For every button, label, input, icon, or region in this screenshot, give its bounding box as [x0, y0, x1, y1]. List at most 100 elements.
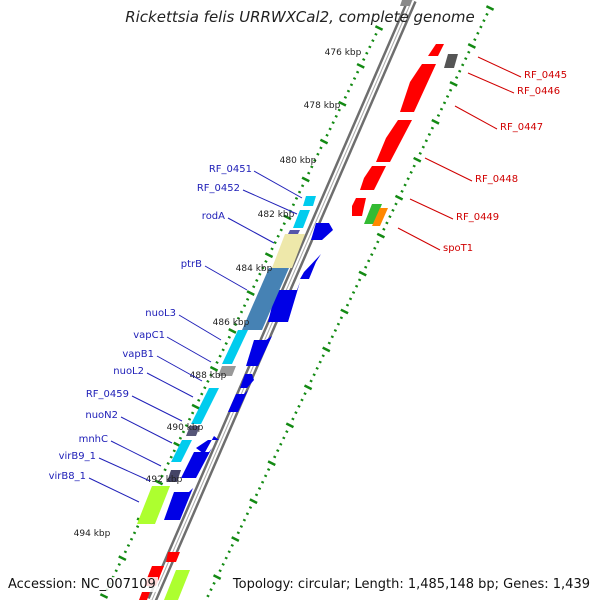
minor-tick — [166, 461, 170, 465]
gene-label[interactable]: vapB1 — [122, 349, 154, 360]
gene-arrow-rev[interactable] — [428, 44, 444, 56]
gene-leader-line — [227, 217, 275, 244]
minor-tick — [160, 474, 164, 478]
gene-block-orange[interactable] — [372, 208, 388, 226]
gene-label[interactable]: mnhC — [79, 434, 108, 445]
major-tick — [485, 5, 495, 11]
minor-tick — [273, 241, 277, 245]
minor-tick — [376, 240, 380, 244]
gene-label[interactable]: rodA — [202, 211, 225, 222]
minor-tick — [336, 322, 341, 326]
gene-block-green[interactable] — [364, 204, 382, 224]
gene-leader-line — [253, 170, 303, 199]
minor-tick — [224, 342, 228, 346]
gene-label[interactable]: ptrB — [181, 259, 202, 270]
major-tick — [356, 62, 365, 69]
gene-block-cyan[interactable] — [303, 196, 316, 206]
gene-label[interactable]: RF_0459 — [86, 389, 129, 400]
minor-tick — [291, 417, 295, 421]
major-tick — [467, 43, 476, 49]
minor-tick — [135, 525, 140, 529]
gene-label[interactable]: virB8_1 — [49, 471, 86, 482]
minor-tick — [169, 455, 173, 459]
gene-leader-line — [110, 440, 162, 467]
minor-tick — [291, 203, 296, 207]
gene-block-gray[interactable] — [218, 366, 236, 376]
gene-block-gray[interactable] — [167, 470, 181, 482]
minor-tick — [310, 165, 314, 169]
minor-tick — [476, 31, 480, 35]
gene-arrow-rev[interactable] — [400, 64, 436, 112]
gene-label[interactable]: RF_0447 — [500, 122, 543, 133]
gene-arrow-fwd[interactable] — [228, 390, 248, 412]
gene-block-cyan[interactable] — [191, 388, 219, 424]
major-tick — [231, 536, 240, 543]
gene-label[interactable]: nuoL3 — [145, 308, 176, 319]
gene-label[interactable]: RF_0449 — [456, 212, 499, 223]
gene-block-cyan[interactable] — [171, 440, 192, 462]
gene-label[interactable]: RF_0448 — [475, 174, 518, 185]
gene-leader-line — [477, 56, 522, 78]
major-tick — [301, 176, 310, 183]
gene-block-gray[interactable] — [444, 54, 458, 68]
gene-block-lime[interactable] — [164, 570, 190, 600]
gene-block-steel[interactable] — [242, 268, 289, 330]
minor-tick — [362, 58, 366, 62]
gene-block-cyan[interactable] — [293, 210, 310, 228]
minor-tick — [264, 260, 268, 264]
minor-tick — [279, 228, 283, 232]
minor-tick — [464, 57, 468, 61]
gene-label[interactable]: nuoL2 — [113, 366, 144, 377]
minor-tick — [349, 83, 354, 87]
gene-arrow-fwd[interactable] — [246, 336, 272, 366]
gene-arrow-rev[interactable] — [376, 120, 412, 162]
minor-tick — [364, 265, 368, 269]
gene-label[interactable]: nuoN2 — [85, 410, 118, 421]
gene-leader-line — [397, 227, 441, 251]
gene-label[interactable]: RF_0452 — [197, 183, 240, 194]
minor-tick — [327, 341, 331, 345]
minor-tick — [221, 562, 225, 566]
minor-tick — [403, 183, 407, 187]
minor-tick — [197, 398, 201, 402]
ruler-label: 482 kbp — [258, 210, 295, 220]
minor-tick — [126, 544, 131, 548]
minor-tick — [382, 227, 386, 231]
minor-tick — [391, 208, 395, 212]
gene-label[interactable]: RF_0445 — [524, 70, 567, 81]
gene-arrow-rev[interactable] — [360, 166, 386, 190]
gene-label[interactable]: spoT1 — [443, 243, 473, 254]
gene-leader-line — [120, 416, 173, 444]
minor-tick — [334, 114, 338, 118]
gene-arrow-fwd[interactable] — [311, 223, 333, 240]
gene-label[interactable]: virB9_1 — [59, 451, 96, 462]
accession-label: Accession: NC_007109 — [6, 577, 158, 592]
gene-arrow-fwd[interactable] — [240, 374, 254, 388]
ruler-label: 486 kbp — [213, 318, 250, 328]
gene-block-lime[interactable] — [137, 486, 170, 524]
minor-tick — [245, 512, 250, 516]
gene-arrow-fwd[interactable] — [164, 488, 193, 520]
gene-arrow-fwd[interactable] — [181, 448, 212, 478]
major-tick — [376, 232, 385, 239]
minor-tick — [114, 569, 118, 573]
gene-block-cyan[interactable] — [222, 330, 248, 364]
gene-arrow-fwd[interactable] — [196, 436, 219, 454]
minor-tick — [236, 531, 240, 535]
minor-tick — [263, 474, 268, 478]
gene-block-gray[interactable] — [400, 0, 412, 6]
gene-arrow-rev[interactable] — [352, 198, 366, 216]
minor-tick — [163, 468, 167, 472]
gene-arrow-rev[interactable] — [139, 592, 150, 600]
gene-label[interactable]: vapC1 — [133, 330, 165, 341]
minor-tick — [276, 234, 280, 238]
gene-block-gray[interactable] — [186, 426, 200, 436]
gene-block-khaki[interactable] — [272, 234, 305, 268]
major-tick — [413, 156, 422, 163]
gene-arrow-rev[interactable] — [166, 552, 180, 562]
minor-tick — [260, 480, 265, 484]
minor-tick — [218, 569, 222, 573]
gene-label[interactable]: RF_0446 — [517, 86, 560, 97]
gene-arrow-fwd[interactable] — [300, 254, 321, 279]
gene-label[interactable]: RF_0451 — [209, 164, 252, 175]
